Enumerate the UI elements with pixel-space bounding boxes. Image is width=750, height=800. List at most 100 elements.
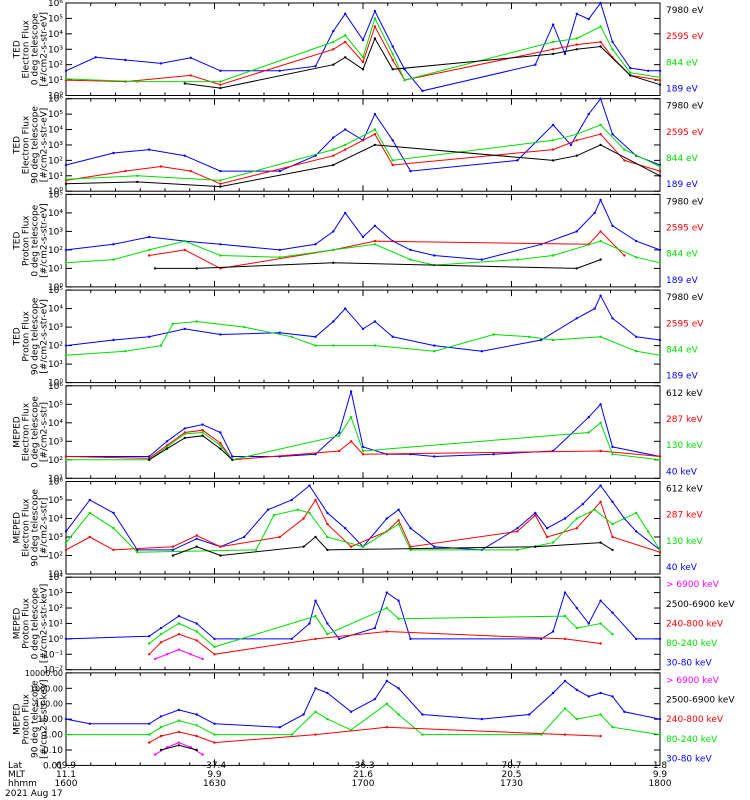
series-point xyxy=(183,82,186,85)
series-point xyxy=(278,169,281,173)
series-point xyxy=(433,455,436,458)
series-point xyxy=(551,23,555,26)
series-point xyxy=(569,143,573,147)
series-point xyxy=(195,534,198,537)
y-axis-label: MEPEDElectron Flux0 deg telescope[#/cm2-… xyxy=(13,396,50,468)
series-point xyxy=(581,502,584,506)
series-point xyxy=(177,622,181,625)
series-point xyxy=(314,733,317,736)
series-point xyxy=(534,545,537,548)
series-line xyxy=(65,1,660,92)
series-point xyxy=(409,169,412,173)
series-point xyxy=(177,719,181,722)
series-point xyxy=(302,517,305,520)
series-point xyxy=(302,545,305,548)
series-point xyxy=(658,83,662,86)
series-point xyxy=(165,445,169,449)
series-point xyxy=(575,606,578,610)
y-tick-label: 10² xyxy=(48,61,63,71)
series-point xyxy=(516,159,519,162)
series-point xyxy=(338,637,341,641)
series-point xyxy=(611,535,614,539)
series-point xyxy=(349,710,353,713)
series-line xyxy=(149,230,625,269)
series-point xyxy=(361,449,365,453)
series-point xyxy=(385,679,388,683)
series-line xyxy=(155,259,601,269)
series-point xyxy=(88,498,92,502)
series-point xyxy=(534,514,537,517)
series-point xyxy=(308,622,311,625)
series-point xyxy=(658,548,662,552)
panel-frame xyxy=(65,481,661,575)
series-point xyxy=(611,453,614,456)
series-point xyxy=(88,535,92,539)
y-axis-label-line: 90 deg telescope xyxy=(31,680,41,758)
series-point xyxy=(64,344,68,347)
series-point xyxy=(611,133,614,136)
series-point xyxy=(635,350,638,353)
series-point xyxy=(148,254,151,257)
y-tick-label: 10⁶ xyxy=(48,382,63,392)
series-point xyxy=(480,258,483,261)
series-point xyxy=(219,179,222,182)
series-point xyxy=(148,235,151,239)
series-point xyxy=(545,527,549,530)
y-tick-label: 10⁴ xyxy=(48,30,63,40)
panel-frame xyxy=(65,576,661,671)
series-point xyxy=(219,83,222,86)
series-line xyxy=(65,25,661,86)
y-axis-label-line: 0 deg telescope xyxy=(31,587,41,659)
series-point xyxy=(64,163,68,167)
series-point xyxy=(635,335,638,338)
y-axis-label-line: Proton Flux xyxy=(22,693,32,744)
series-point xyxy=(213,733,216,736)
series-point xyxy=(373,243,377,246)
series-point xyxy=(326,548,329,552)
series-point xyxy=(88,511,92,515)
series-point xyxy=(611,611,614,614)
y-axis-label-line: [#/cm2-s-str-keV] xyxy=(40,679,50,758)
series-point xyxy=(409,548,412,552)
y-tick-label: 10¹ xyxy=(48,360,63,370)
series-point xyxy=(195,748,198,752)
series-point xyxy=(545,535,549,539)
series-point xyxy=(587,17,590,21)
series-point xyxy=(332,63,335,66)
legend-entry: 30-80 keV xyxy=(666,754,712,764)
panel-frame xyxy=(65,672,661,766)
series-line xyxy=(65,198,661,261)
y-tick-label: 10⁰ xyxy=(48,92,63,102)
series-point xyxy=(153,267,157,270)
series-point xyxy=(159,626,163,630)
series-point xyxy=(136,80,139,83)
series-point xyxy=(587,112,590,116)
series-point xyxy=(183,154,186,157)
series-point xyxy=(326,522,329,526)
x-axis-row-label: hhmm xyxy=(8,779,37,789)
series-point xyxy=(201,429,204,432)
y-axis-label-line: 90 deg telescope xyxy=(31,488,41,566)
series-point xyxy=(177,708,181,712)
series-point xyxy=(344,40,347,44)
series-point xyxy=(189,74,192,77)
series-point xyxy=(575,317,578,320)
legend-entry: 7980 eV xyxy=(666,197,704,207)
series-point xyxy=(278,248,281,252)
series-point xyxy=(361,445,365,449)
series-point xyxy=(373,320,377,323)
series-point xyxy=(219,69,222,73)
series-point xyxy=(112,258,115,261)
y-axis-label: MEPEDProton Flux0 deg telescope[#/cm2-s-… xyxy=(13,584,50,663)
series-point xyxy=(64,458,68,461)
series-point xyxy=(219,182,222,185)
series-point xyxy=(599,25,602,28)
legend-entry: 844 eV xyxy=(666,58,699,68)
series-point xyxy=(195,320,198,323)
x-tick-mlt: 21.6 xyxy=(353,770,373,780)
series-point xyxy=(64,178,68,181)
series-point xyxy=(153,753,157,756)
series-point xyxy=(433,254,436,257)
y-axis-label-line: Proton Flux xyxy=(22,310,32,361)
series-line xyxy=(65,509,661,553)
